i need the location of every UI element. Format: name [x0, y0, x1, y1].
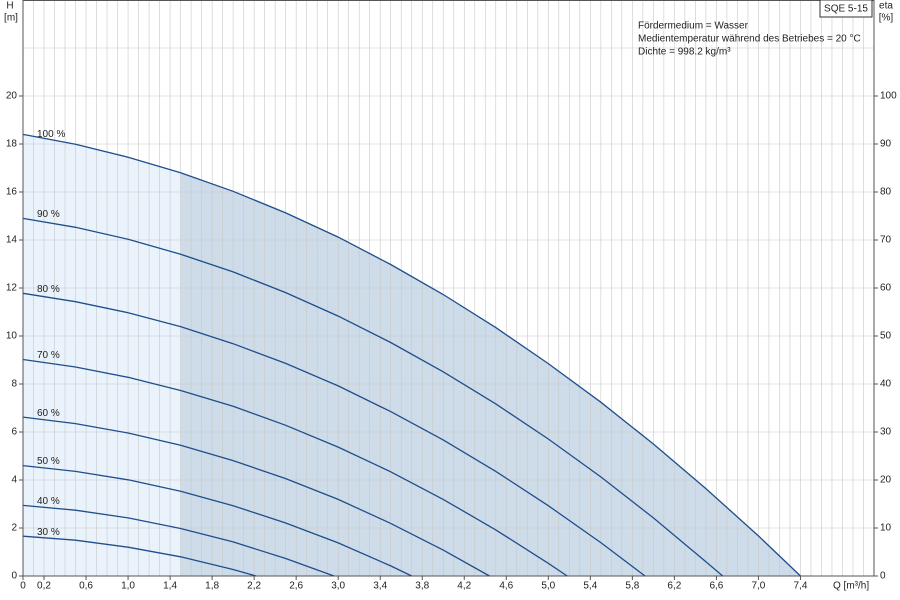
- x-tick-label: 5,4: [583, 581, 597, 592]
- y2-tick-label: 70: [880, 235, 892, 246]
- shade-layer: [23, 134, 801, 577]
- curve-label: 40 %: [37, 496, 60, 507]
- pump-curve: [22, 416, 490, 577]
- pump-curve: [22, 133, 801, 577]
- pump-curve: [22, 464, 412, 577]
- y2-tick-label: 50: [880, 331, 892, 342]
- annotation: Dichte = 998.2 kg/m³: [638, 47, 731, 58]
- curve-label: 90 %: [37, 209, 60, 220]
- x-tick-label: 3,4: [373, 581, 387, 592]
- x-tick-label: 1,8: [205, 581, 219, 592]
- lines-layer: [22, 133, 801, 577]
- y2-tick-label: 100: [880, 91, 897, 102]
- shade-right: [180, 172, 801, 577]
- y-unit: [m]: [4, 13, 18, 24]
- annotation: Medientemperatur während des Betriebes =…: [638, 34, 861, 45]
- y2-tick-label: 30: [880, 427, 892, 438]
- y-tick-label: 20: [6, 91, 18, 102]
- y2-unit: [%]: [879, 13, 894, 24]
- y-tick-label: 14: [6, 235, 18, 246]
- x-tick-label: 4,2: [457, 581, 471, 592]
- x-tick-label: 2,2: [247, 581, 261, 592]
- x-tick-label: 7,0: [751, 581, 765, 592]
- y-tick-label: 0: [11, 571, 17, 582]
- pump-curve: [22, 292, 646, 577]
- y-tick-label: 16: [6, 187, 18, 198]
- x-tick-label: 4,6: [499, 581, 513, 592]
- y2-tick-label: 40: [880, 379, 892, 390]
- curve-label: 30 %: [37, 527, 60, 538]
- x-tick-label: 3,0: [331, 581, 345, 592]
- y-label: H: [6, 1, 13, 12]
- x-tick-label: 5,0: [541, 581, 555, 592]
- x-tick-label: 3,8: [415, 581, 429, 592]
- y-tick-label: 4: [11, 475, 17, 486]
- curve-label: 60 %: [37, 408, 60, 419]
- x-tick-label: 7,4: [794, 581, 808, 592]
- y-tick-label: 8: [11, 379, 17, 390]
- y2-tick-label: 0: [880, 571, 886, 582]
- annotation: Fördermedium = Wasser: [638, 21, 749, 32]
- x-tick-label: 0,2: [37, 581, 51, 592]
- x-tick-label: 6,2: [667, 581, 681, 592]
- pump-curve: [22, 535, 257, 577]
- x-tick-label: 1,4: [163, 581, 177, 592]
- curve-label: 100 %: [37, 129, 65, 140]
- x-label: Q [m³/h]: [833, 581, 869, 592]
- x-tick-label: 6,6: [709, 581, 723, 592]
- shade-left: [23, 134, 181, 576]
- pump-curve: [22, 217, 724, 577]
- y-tick-label: 18: [6, 139, 18, 150]
- y2-tick-label: 10: [880, 523, 892, 534]
- title-box: [819, 0, 873, 18]
- y-tick-label: 6: [11, 427, 17, 438]
- y-tick-label: 2: [11, 523, 17, 534]
- text-layer: H [m] eta [%] Q [m³/h] SQE 5-15 Förderme…: [4, 0, 897, 592]
- y2-tick-label: 20: [880, 475, 892, 486]
- x-tick-label: 2,6: [289, 581, 303, 592]
- y2-label: eta: [879, 1, 893, 12]
- y-tick-label: 12: [6, 283, 18, 294]
- y2-tick-label: 60: [880, 283, 892, 294]
- grid-layer: [19, 0, 878, 580]
- x-tick-label: 0: [20, 581, 26, 592]
- y2-tick-label: 80: [880, 187, 892, 198]
- y-tick-label: 10: [6, 331, 18, 342]
- curve-label: 70 %: [37, 350, 60, 361]
- pump-curve: [22, 504, 335, 577]
- chart-title: SQE 5-15: [824, 4, 868, 15]
- y2-tick-label: 90: [880, 139, 892, 150]
- x-tick-label: 5,8: [625, 581, 639, 592]
- x-tick-label: 1,0: [121, 581, 135, 592]
- curve-label: 80 %: [37, 284, 60, 295]
- curve-label: 50 %: [37, 456, 60, 467]
- pump-curve: [22, 358, 568, 577]
- x-tick-label: 0,6: [79, 581, 93, 592]
